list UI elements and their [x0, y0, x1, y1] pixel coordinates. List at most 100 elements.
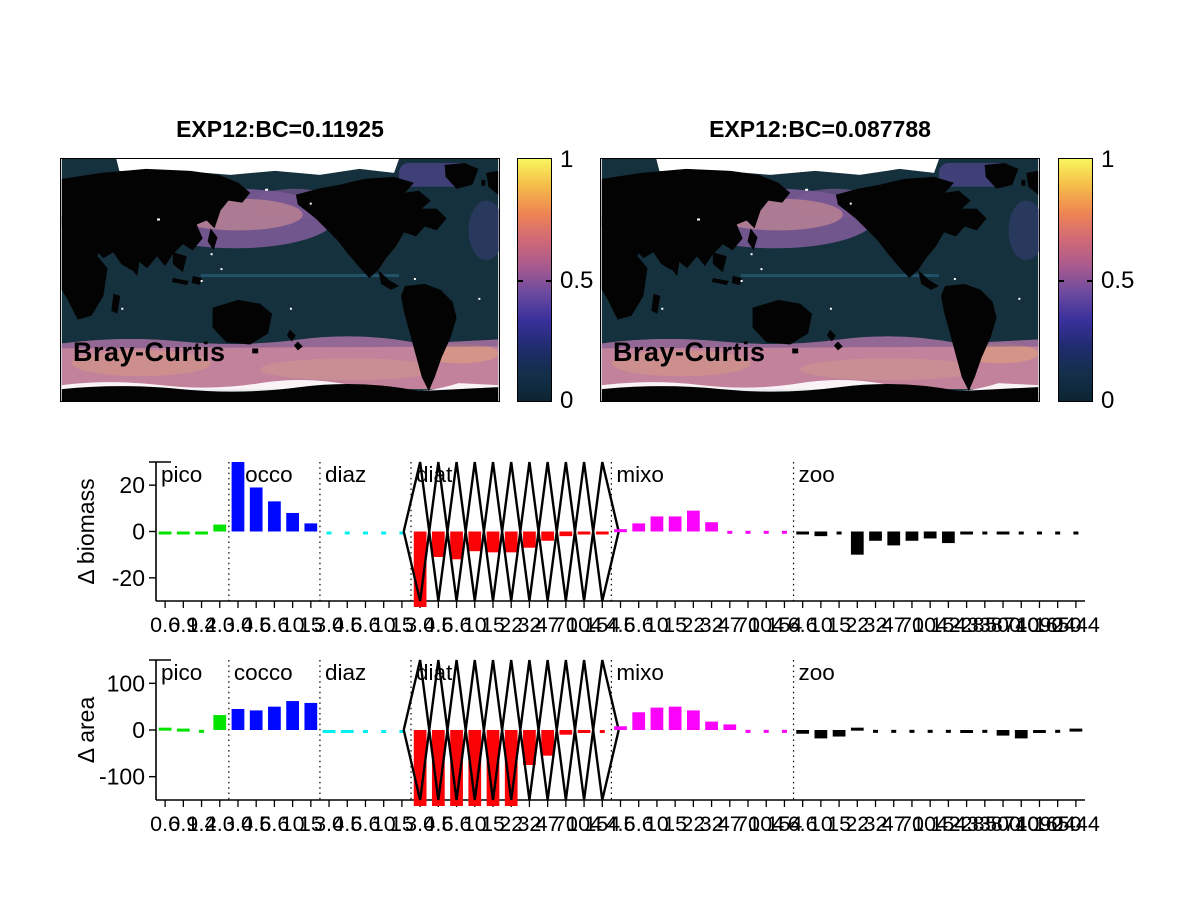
y-tick-label: 20	[119, 472, 145, 498]
bar-cocco-4	[304, 523, 318, 532]
bar-diat-7	[541, 730, 555, 756]
x-tick-label: 15	[299, 613, 323, 637]
x-tick-label: 154	[767, 812, 803, 836]
zigzag-overlay	[402, 461, 620, 602]
bar-zoo-11	[996, 730, 1010, 736]
x-tick-label: 32	[517, 812, 541, 836]
x-tick-label: 4.5	[423, 812, 453, 836]
bar-mixo-9	[781, 530, 787, 534]
bar-mixo-5	[705, 721, 718, 730]
colorbar-left	[517, 158, 552, 402]
bar-cocco-2	[268, 706, 281, 730]
x-tick-label: 228	[949, 812, 985, 836]
x-tick-label: 15	[299, 812, 323, 836]
x-tick-label: 4.5	[423, 613, 453, 637]
x-tick-label: 740	[1003, 812, 1039, 836]
x-tick-label: 1090	[1016, 613, 1064, 637]
bar-zoo-9	[960, 531, 973, 535]
bar-cocco-1	[249, 710, 263, 730]
x-tick-label: 47	[718, 613, 742, 637]
x-tick-label: 500	[985, 613, 1021, 637]
x-tick-label: 10	[281, 613, 305, 637]
bar-zoo-1	[814, 730, 828, 739]
bar-diat-1	[431, 730, 445, 806]
x-tick-label: 32	[517, 613, 541, 637]
x-tick-label: 10	[463, 812, 487, 836]
zigzag-overlay	[402, 461, 620, 602]
x-tick-label: 32	[700, 613, 724, 637]
x-tick-label: 22	[681, 812, 705, 836]
x-tick-label: 32	[864, 812, 888, 836]
bar-mixo-3	[668, 516, 682, 532]
bar-zoo-8	[945, 729, 951, 733]
bar-diaz-3	[381, 730, 387, 733]
bar-zoo-13	[1033, 730, 1046, 733]
bar-diaz-1	[344, 531, 350, 535]
x-tick-label: 2.0	[205, 812, 235, 836]
group-label-mixo: mixo	[616, 462, 664, 487]
group-label-diaz: diaz	[325, 660, 366, 685]
x-tick-label: 10	[809, 812, 833, 836]
bar-zoo-1	[814, 531, 828, 537]
x-tick-label: 47	[718, 812, 742, 836]
x-tick-label: 6.6	[442, 812, 472, 836]
bar-diat-3	[468, 730, 482, 806]
bar-diaz-4	[399, 730, 405, 733]
x-tick-label: 740	[1003, 613, 1039, 637]
x-tick-label: 6.6	[259, 613, 289, 637]
bar-zoo-10	[982, 729, 988, 733]
bar-zoo-8	[942, 531, 955, 544]
bar-diat-9	[577, 531, 591, 535]
map-title-left: EXP12:BC=0.11925	[176, 116, 384, 142]
bar-diat-2	[450, 730, 463, 806]
bar-zoo-12	[1018, 531, 1024, 535]
x-tick-label: 4.5	[332, 812, 362, 836]
bar-zoo-11	[996, 531, 1010, 535]
x-tick-label: 154	[930, 812, 966, 836]
bar-diaz-2	[362, 730, 368, 733]
colorbar-left-tick-1: 1	[560, 146, 574, 173]
x-tick-label: 15	[827, 613, 851, 637]
bar-zoo-15	[1069, 728, 1083, 732]
x-tick-label: 10	[281, 812, 305, 836]
x-tick-label: 15	[827, 812, 851, 836]
bar-zoo-12	[1014, 730, 1028, 739]
y-tick-label: -20	[112, 565, 145, 591]
bar-zoo-2	[832, 730, 846, 737]
x-tick-label: 3.0	[314, 613, 344, 637]
bar-diat-9	[577, 730, 591, 733]
x-tick-label: 10	[463, 613, 487, 637]
group-label-zoo: zoo	[799, 462, 835, 487]
group-label-diaz: diaz	[325, 462, 366, 487]
x-tick-label: 3.0	[223, 613, 253, 637]
world-map-svg-left	[61, 159, 499, 401]
y-axis-label: Δ area	[73, 697, 99, 764]
x-tick-label: 10	[645, 812, 669, 836]
bar-mixo-2	[650, 516, 664, 532]
group-label-pico: pico	[161, 660, 202, 685]
bar-diat-2	[450, 531, 463, 560]
x-tick-label: 32	[864, 613, 888, 637]
bar-diaz-0	[322, 730, 336, 733]
x-tick-label: 104	[748, 812, 784, 836]
bar-pico-3	[213, 524, 227, 532]
bar-zoo-15	[1073, 531, 1079, 535]
map-title-right: EXP12:BC=0.087788	[709, 116, 931, 142]
x-tick-label: 47	[882, 613, 906, 637]
x-tick-label: 4.5	[606, 613, 636, 637]
bar-zoo-14	[1055, 531, 1061, 535]
x-tick-label: 3.0	[405, 613, 435, 637]
x-tick-label: 4.5	[332, 613, 362, 637]
bar-diat-8	[559, 730, 573, 735]
x-tick-label: 6.6	[351, 613, 381, 637]
bar-zoo-10	[982, 531, 988, 535]
x-tick-label: 0.6	[150, 613, 180, 637]
x-tick-label: 70	[900, 613, 924, 637]
x-tick-label: 22	[845, 812, 869, 836]
bar-mixo-0	[614, 529, 627, 533]
bar-diaz-1	[340, 730, 354, 733]
bar-zoo-9	[960, 730, 973, 733]
x-tick-label: 154	[584, 812, 620, 836]
map-overlay-label-left: Bray-Curtis	[73, 337, 226, 367]
x-tick-label: 1090	[1016, 812, 1064, 836]
